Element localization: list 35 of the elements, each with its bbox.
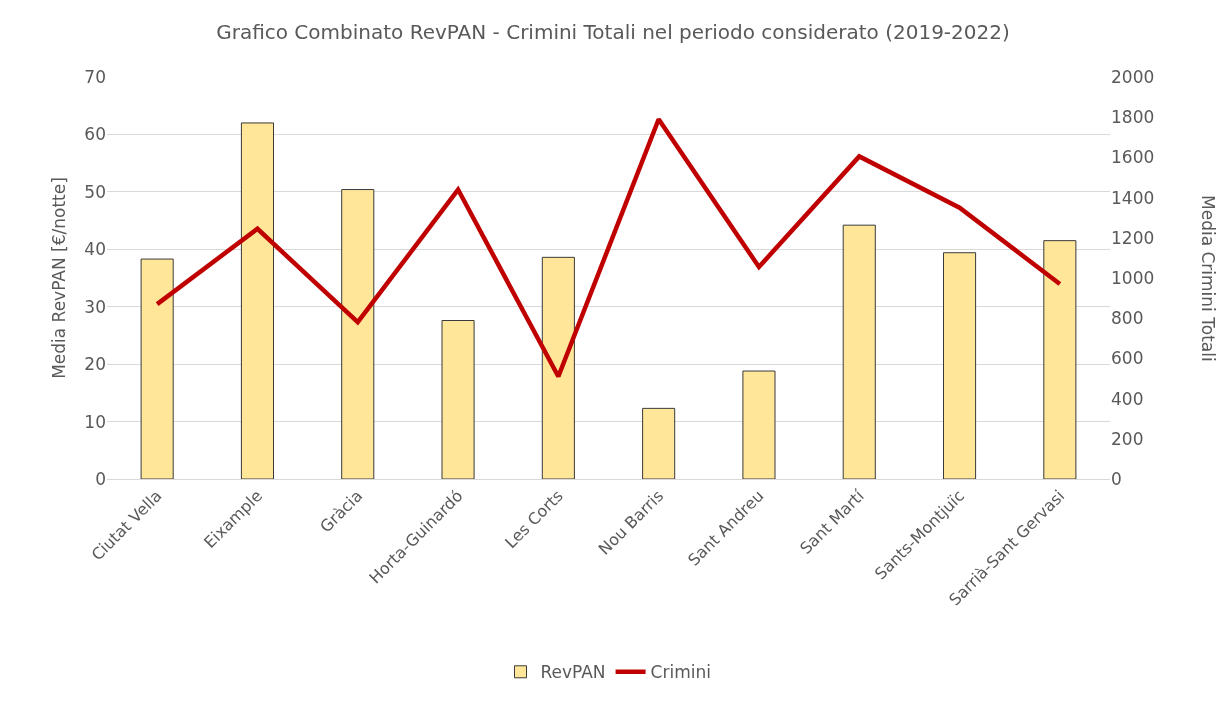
legend-label: RevPAN [540,662,606,683]
y2-axis-title: Media Crimini Totali [1198,195,1218,362]
y-tick-label: 20 [84,354,106,375]
y2-tick-label: 1000 [1111,267,1155,288]
y2-tick-label: 1600 [1111,147,1155,168]
y2-tick-label: 0 [1111,468,1122,489]
y-tick-label: 10 [84,411,106,432]
bar [1043,240,1077,479]
y-tick-label: 60 [84,124,106,145]
bar [441,320,475,479]
y2-tick-label: 2000 [1111,66,1155,87]
y-tick-label: 0 [95,468,106,489]
bar [240,122,274,479]
bar [943,252,977,479]
y2-tick-label: 800 [1111,308,1144,329]
y-axis-title: Media RevPAN [€/notte] [48,177,69,379]
bar [842,224,876,479]
y2-tick-label: 1800 [1111,107,1155,128]
y2-tick-label: 1200 [1111,227,1155,248]
y-tick-label: 50 [84,181,106,202]
y-tick-label: 70 [84,66,106,87]
bar [541,256,575,479]
line-series [154,116,1063,379]
bar [341,189,375,479]
bar [140,258,174,479]
bar [742,370,776,479]
y-tick-label: 30 [84,296,106,317]
y-tick-label: 40 [84,239,106,260]
y2-tick-label: 1400 [1111,187,1155,208]
y2-tick-label: 400 [1111,388,1144,409]
y2-tick-label: 600 [1111,348,1144,369]
legend-label: Crimini [650,662,711,683]
y2-tick-label: 200 [1111,428,1144,449]
chart-title: Grafico Combinato RevPAN - Crimini Totali nel periodo considerato (2019-2022) [216,20,1010,44]
bar [642,407,676,479]
